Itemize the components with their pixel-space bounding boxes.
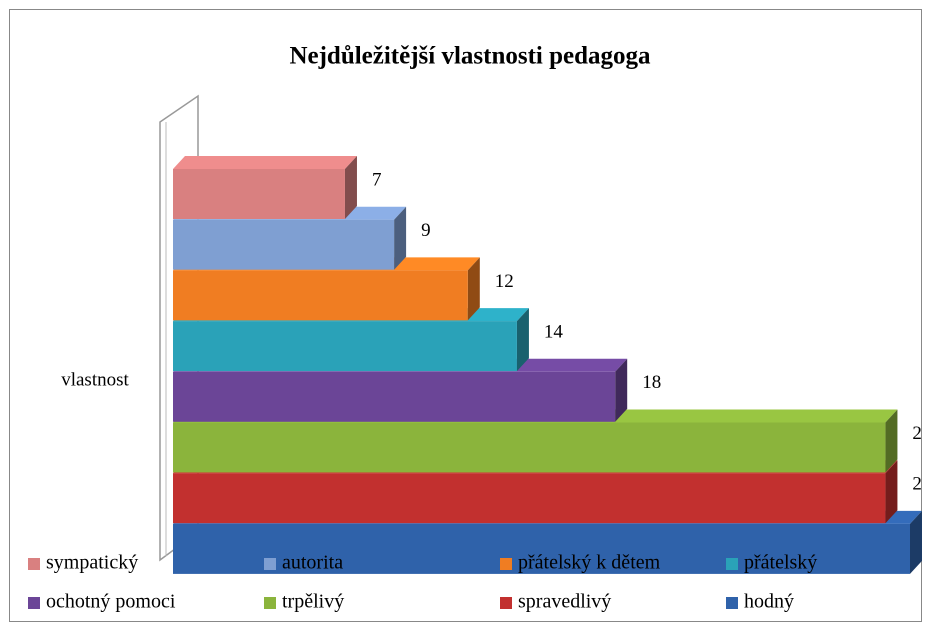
bar-side: [516, 308, 529, 372]
data-label: 9: [421, 220, 431, 241]
category-label: vlastnost: [61, 369, 129, 390]
bar: [173, 422, 886, 473]
data-label: 29: [912, 474, 931, 495]
legend-label: autorita: [282, 552, 343, 574]
bar-top: [173, 156, 357, 169]
legend-label: sympatický: [46, 552, 138, 574]
legend-label: přátelský k dětem: [518, 552, 661, 574]
chart-title: Nejdůležitější vlastnosti pedagoga: [289, 43, 651, 70]
bar: [173, 523, 910, 574]
data-label: 18: [642, 372, 661, 393]
legend-label: přátelský: [744, 552, 817, 574]
data-label: 14: [544, 321, 564, 342]
bar: [173, 321, 517, 372]
bar-side: [910, 510, 922, 574]
legend-swatch: [726, 558, 738, 570]
bar: [173, 169, 345, 219]
data-label: 7: [372, 169, 382, 190]
bar: [173, 219, 395, 270]
legend-swatch: [28, 597, 40, 609]
legend-swatch: [28, 558, 40, 570]
data-label: 30: [937, 524, 941, 545]
bar-side: [344, 156, 357, 219]
bar-side: [467, 257, 480, 321]
bar: [173, 371, 616, 422]
data-label: 12: [495, 271, 514, 292]
bar-side: [615, 358, 628, 422]
legend-swatch: [726, 597, 738, 609]
legend-label: trpělivý: [282, 591, 344, 613]
legend-label: hodný: [744, 591, 794, 613]
bar: [173, 270, 468, 321]
legend-swatch: [264, 558, 276, 570]
bar-side: [885, 460, 898, 524]
bar-side: [885, 409, 898, 473]
data-label: 29: [912, 423, 931, 444]
legend: sympatický autorita přátelský k dětem přáte…: [28, 552, 817, 613]
plot: 30 29 29 18 14 12 9 7: [173, 156, 941, 574]
bar: [173, 473, 886, 524]
legend-swatch: [500, 558, 512, 570]
legend-label: spravedlivý: [518, 591, 611, 613]
legend-swatch: [264, 597, 276, 609]
legend-swatch: [500, 597, 512, 609]
bar-side: [394, 206, 407, 270]
legend-label: ochotný pomoci: [46, 591, 176, 613]
